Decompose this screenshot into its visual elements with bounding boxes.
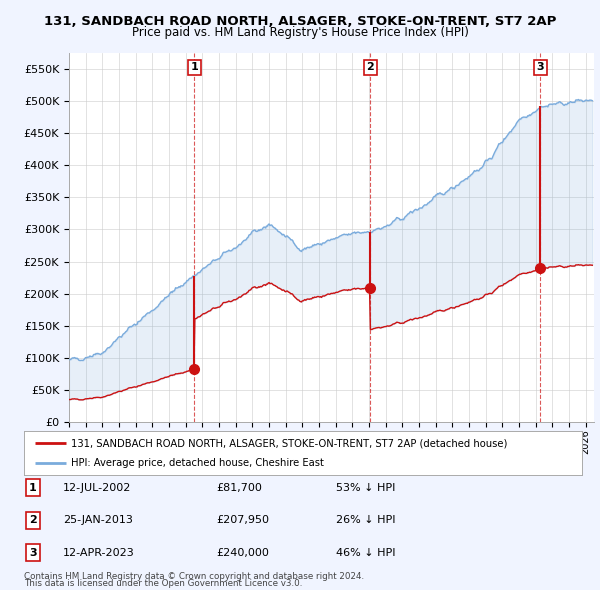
Text: 53% ↓ HPI: 53% ↓ HPI	[336, 483, 395, 493]
Text: 131, SANDBACH ROAD NORTH, ALSAGER, STOKE-ON-TRENT, ST7 2AP (detached house): 131, SANDBACH ROAD NORTH, ALSAGER, STOKE…	[71, 438, 508, 448]
Text: 1: 1	[29, 483, 37, 493]
Text: £81,700: £81,700	[216, 483, 262, 493]
Text: £207,950: £207,950	[216, 516, 269, 525]
Text: £240,000: £240,000	[216, 548, 269, 558]
Text: 46% ↓ HPI: 46% ↓ HPI	[336, 548, 395, 558]
Text: HPI: Average price, detached house, Cheshire East: HPI: Average price, detached house, Ches…	[71, 458, 325, 468]
Text: 25-JAN-2013: 25-JAN-2013	[63, 516, 133, 525]
Text: 2: 2	[29, 516, 37, 525]
Text: This data is licensed under the Open Government Licence v3.0.: This data is licensed under the Open Gov…	[24, 579, 302, 588]
Text: 3: 3	[29, 548, 37, 558]
Text: Price paid vs. HM Land Registry's House Price Index (HPI): Price paid vs. HM Land Registry's House …	[131, 26, 469, 39]
Text: 26% ↓ HPI: 26% ↓ HPI	[336, 516, 395, 525]
Text: 12-APR-2023: 12-APR-2023	[63, 548, 135, 558]
Text: 2: 2	[366, 63, 374, 73]
Text: Contains HM Land Registry data © Crown copyright and database right 2024.: Contains HM Land Registry data © Crown c…	[24, 572, 364, 581]
Text: 131, SANDBACH ROAD NORTH, ALSAGER, STOKE-ON-TRENT, ST7 2AP: 131, SANDBACH ROAD NORTH, ALSAGER, STOKE…	[44, 15, 556, 28]
Text: 1: 1	[191, 63, 199, 73]
Text: 12-JUL-2002: 12-JUL-2002	[63, 483, 131, 493]
Text: 3: 3	[536, 63, 544, 73]
